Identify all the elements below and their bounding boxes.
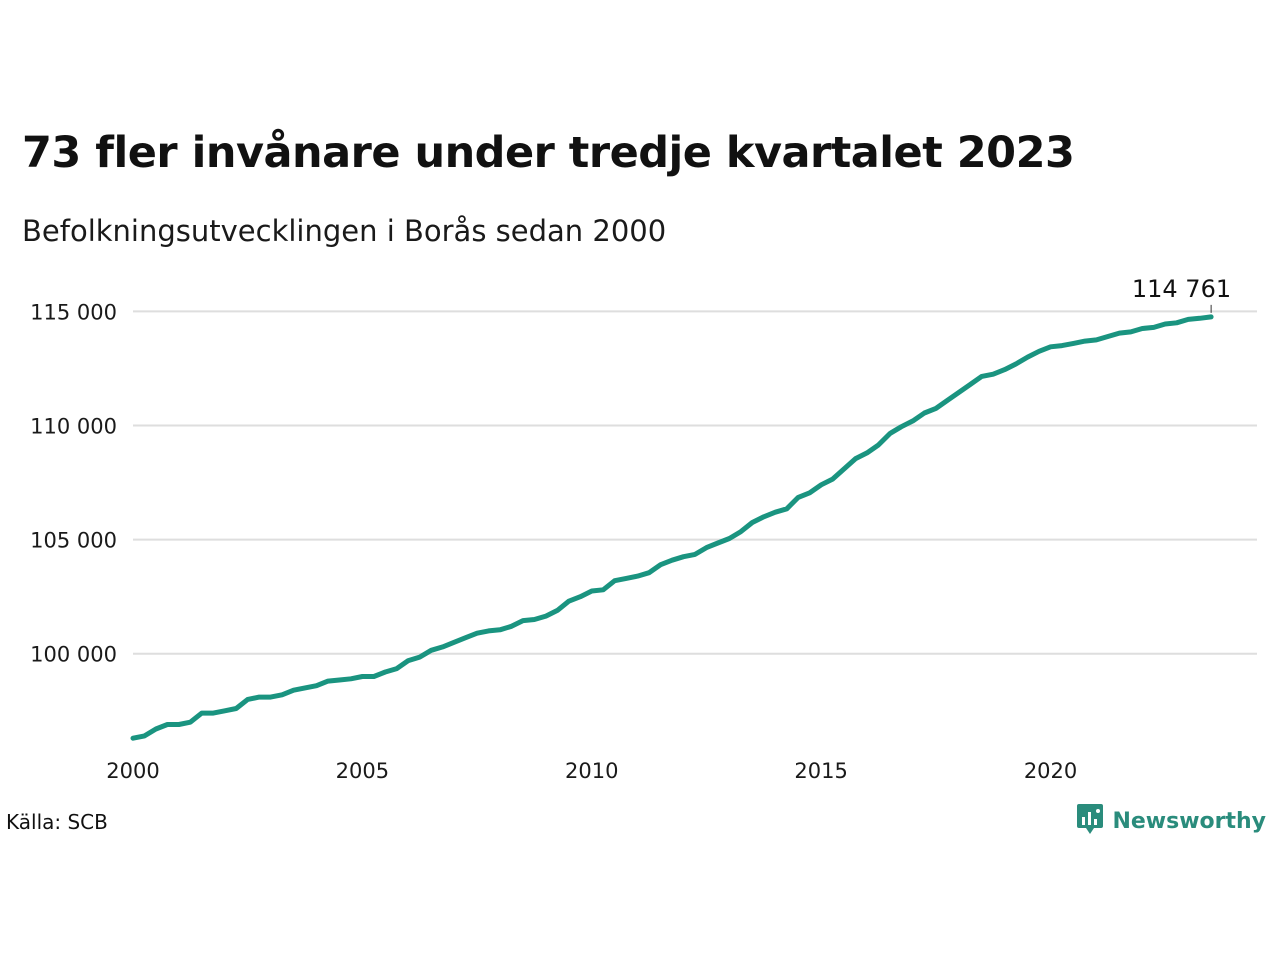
x-tick-label: 2015	[794, 759, 847, 783]
x-tick-label: 2000	[106, 759, 159, 783]
x-tick-label: 2010	[565, 759, 618, 783]
brand-name: Newsworthy	[1112, 808, 1266, 834]
end-value-label: 114 761	[1132, 275, 1231, 303]
series-line	[130, 314, 1214, 741]
y-tick-label: 100 000	[30, 643, 117, 667]
chart-title: 73 fler invånare under tredje kvartalet …	[22, 128, 1075, 178]
chart-subtitle: Befolkningsutvecklingen i Borås sedan 20…	[22, 214, 667, 248]
source-label: Källa: SCB	[6, 810, 108, 834]
x-tick-label: 2020	[1024, 759, 1077, 783]
brand-logo: Newsworthy	[1076, 803, 1266, 839]
y-tick-label: 115 000	[30, 300, 117, 324]
y-tick-label: 105 000	[30, 529, 117, 553]
y-tick-label: 110 000	[30, 415, 117, 439]
x-tick-label: 2005	[336, 759, 389, 783]
bar-chart-icon	[1076, 803, 1104, 839]
